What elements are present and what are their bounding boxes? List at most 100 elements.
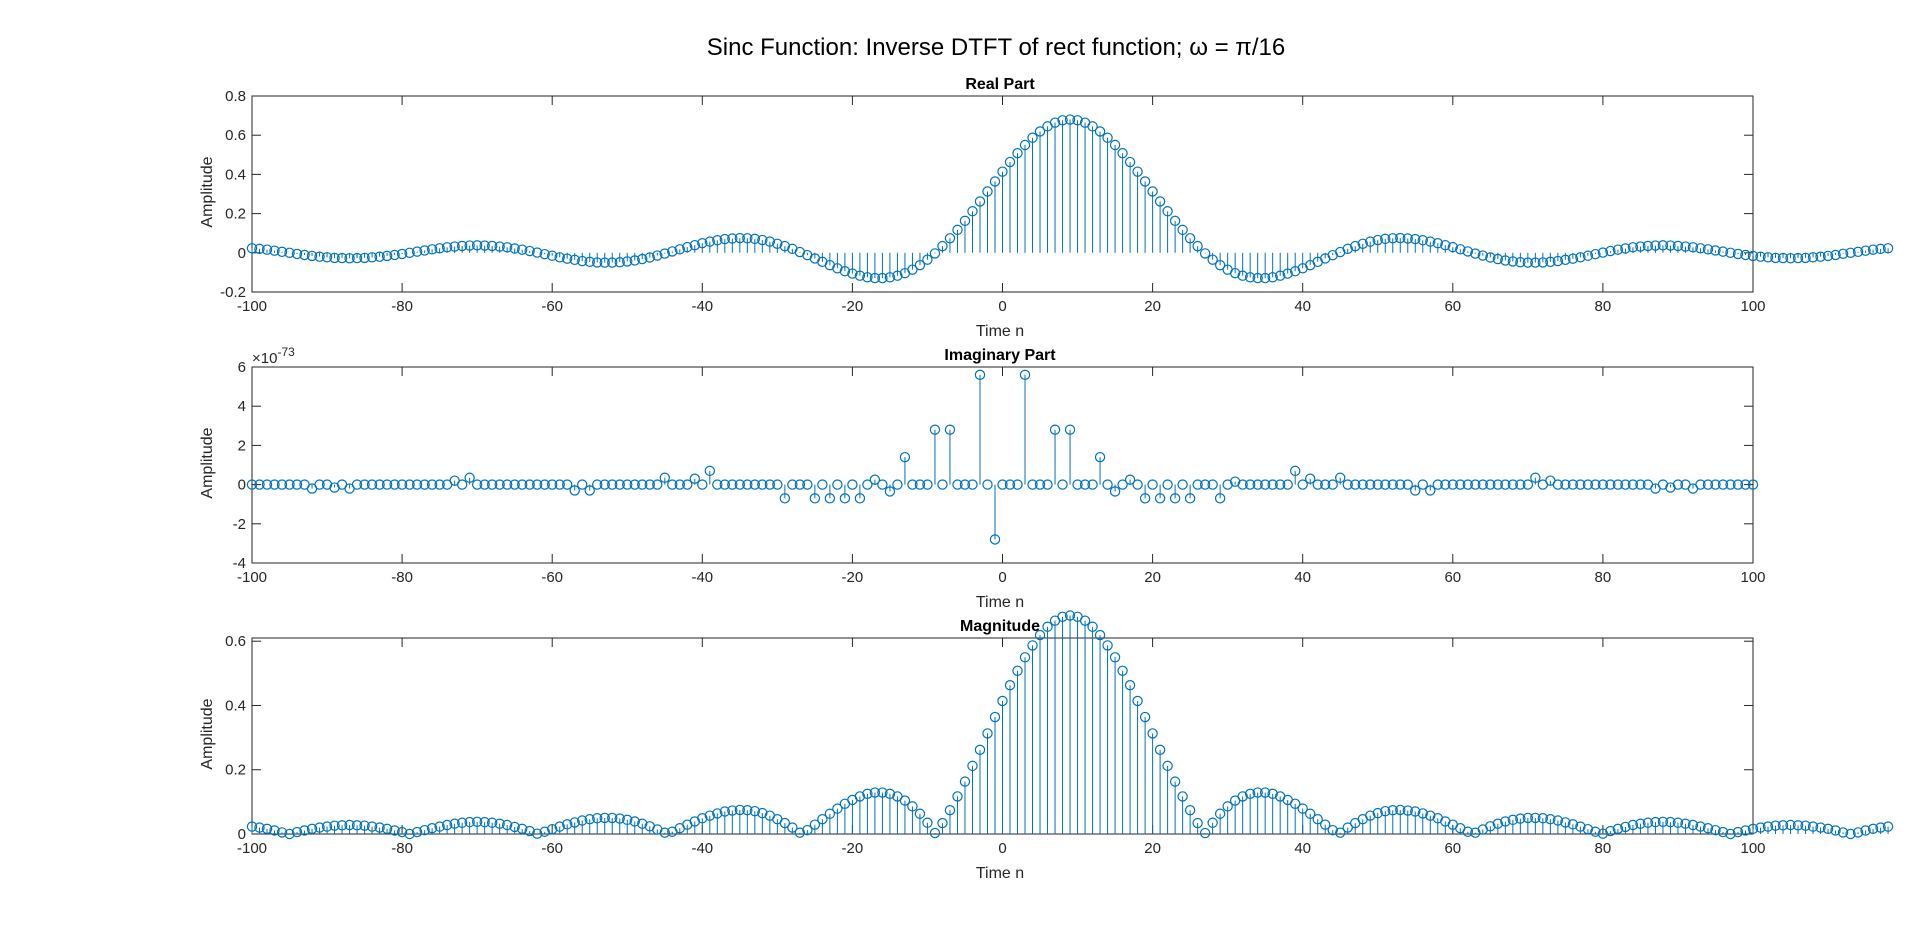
imaginary-part-stem-marker — [1582, 479, 1594, 490]
magnitude-stem-marker — [1635, 818, 1646, 829]
real-part-stem-marker — [344, 253, 355, 264]
magnitude-stem-marker — [824, 808, 836, 819]
imaginary-part-stem-marker — [967, 479, 978, 490]
real-part-stem-marker — [1732, 248, 1744, 260]
imaginary-part-stem-marker — [1365, 479, 1376, 490]
real-part-stem-marker — [456, 240, 468, 252]
imaginary-part-stem-marker — [584, 485, 595, 496]
imaginary-part-stem-marker — [734, 479, 746, 490]
imaginary-part-stem-marker — [614, 479, 625, 490]
real-part-stem-marker — [637, 253, 648, 265]
magnitude-stem-marker — [1064, 610, 1076, 621]
imaginary-part-stem-marker — [314, 479, 325, 490]
magnitude-stem-marker — [1252, 787, 1263, 798]
real-part-stem-marker — [1057, 115, 1068, 126]
real-part-stem-marker — [1282, 268, 1293, 279]
magnitude-stem-marker — [1387, 805, 1398, 816]
magnitude-stem-marker — [1852, 827, 1864, 838]
magnitude-stem-marker — [539, 826, 550, 837]
magnitude-stem-marker — [494, 818, 505, 829]
real-part-stem-marker — [1522, 257, 1534, 268]
magnitude-stem-marker — [1289, 798, 1301, 809]
magnitude-stem-marker — [1004, 680, 1016, 691]
magnitude-stem-marker — [637, 818, 648, 829]
imaginary-part-stem-marker — [1492, 479, 1504, 490]
imaginary-part-stem-marker — [1410, 485, 1421, 496]
real-part-stem-marker — [1717, 246, 1729, 257]
magnitude-stem-marker — [742, 805, 753, 816]
imaginary-part-stem-marker — [396, 479, 408, 490]
magnitude-xtick-label: 80 — [1595, 840, 1612, 857]
real-part-stem-marker — [1740, 249, 1751, 261]
magnitude-stem-marker — [1575, 821, 1586, 832]
real-part-stem-marker — [1867, 244, 1879, 255]
real-part-stem-marker — [1237, 270, 1248, 281]
real-part-stem-marker — [419, 245, 430, 256]
real-part-stem-marker — [997, 166, 1008, 177]
real-part-stem-marker — [1199, 248, 1211, 259]
imaginary-part-stem-marker — [1462, 479, 1474, 490]
imaginary-part-stem-marker — [952, 479, 963, 490]
imaginary-part-stem-marker — [1012, 479, 1023, 490]
magnitude-stem-marker — [719, 806, 731, 817]
magnitude-xtick-label: 40 — [1294, 840, 1311, 857]
imaginary-part-stem-marker — [516, 479, 528, 490]
magnitude-stem-marker — [584, 814, 595, 825]
real-part-ytick-label: 0.6 — [225, 127, 246, 144]
imaginary-part-stem-marker — [1019, 369, 1031, 381]
real-part-stem-marker — [1485, 252, 1496, 263]
imaginary-part-stem-marker — [1522, 479, 1534, 490]
real-part-stem-marker — [1094, 126, 1106, 137]
imaginary-part-stem-marker — [652, 479, 663, 490]
imaginary-part-stem-marker — [689, 473, 700, 484]
real-part-stem-marker — [1184, 233, 1196, 244]
magnitude-stem-marker — [1380, 805, 1391, 817]
real-part-stem-marker — [276, 246, 288, 258]
imaginary-part-stem-marker — [494, 479, 505, 490]
imaginary-part-stem-marker — [877, 479, 888, 490]
real-part-stem-marker — [464, 240, 475, 251]
magnitude-stem-marker — [1207, 817, 1218, 828]
imaginary-part-stem-marker — [1500, 479, 1511, 490]
imaginary-part-stem-marker — [1447, 479, 1459, 490]
magnitude-stem-marker — [629, 816, 640, 827]
real-part-stem-marker — [929, 248, 941, 259]
magnitude-stem-marker — [1214, 808, 1226, 819]
magnitude-stem-marker — [1567, 819, 1579, 830]
magnitude-stem-marker — [351, 820, 363, 831]
imaginary-part-stem-marker — [577, 479, 588, 490]
real-part-xtick-label: 0 — [998, 298, 1006, 315]
imaginary-part-xtick-label: -40 — [691, 569, 713, 586]
magnitude-stem-marker — [404, 828, 415, 840]
real-part-title: Real Part — [965, 76, 1035, 93]
real-part-stem-marker — [1657, 240, 1669, 251]
real-part-stem-marker — [1395, 232, 1406, 244]
real-part-stem-marker — [246, 243, 258, 254]
real-part-stem-marker — [1462, 246, 1474, 257]
imaginary-part-stem-marker — [764, 479, 776, 490]
real-part-stem-marker — [667, 246, 678, 257]
magnitude-stem-marker — [997, 695, 1008, 707]
real-part-axes: Real Part Time n Amplitude -100 -80 -60 -40… — [199, 76, 1894, 340]
imaginary-part-stem-marker — [1597, 479, 1609, 490]
magnitude-stem-marker — [1732, 826, 1744, 838]
real-part-stem-marker — [1425, 236, 1436, 247]
magnitude-stem-marker — [1244, 788, 1256, 800]
imaginary-part-stem-marker — [1004, 479, 1016, 490]
imaginary-part-stem-marker — [1380, 479, 1391, 490]
real-part-stem-marker — [674, 244, 685, 255]
imaginary-part-stem-marker — [659, 472, 670, 483]
real-part-stem-marker — [652, 250, 663, 261]
imaginary-part-stem-marker — [682, 479, 693, 490]
magnitude-stem-marker — [937, 817, 948, 829]
real-part-stem-marker — [644, 252, 655, 263]
real-part-xtick-label: 20 — [1144, 298, 1161, 315]
imaginary-part-stem-marker — [471, 479, 483, 490]
magnitude-stem-marker — [1515, 813, 1526, 824]
imaginary-part-stem-marker — [1657, 479, 1669, 490]
real-part-stem-marker — [614, 257, 625, 268]
imaginary-part-stem-marker — [1072, 479, 1083, 490]
imaginary-part-stem-marker — [1222, 479, 1233, 490]
real-part-stem-marker — [1597, 247, 1609, 258]
magnitude-stem-marker — [1320, 819, 1331, 830]
